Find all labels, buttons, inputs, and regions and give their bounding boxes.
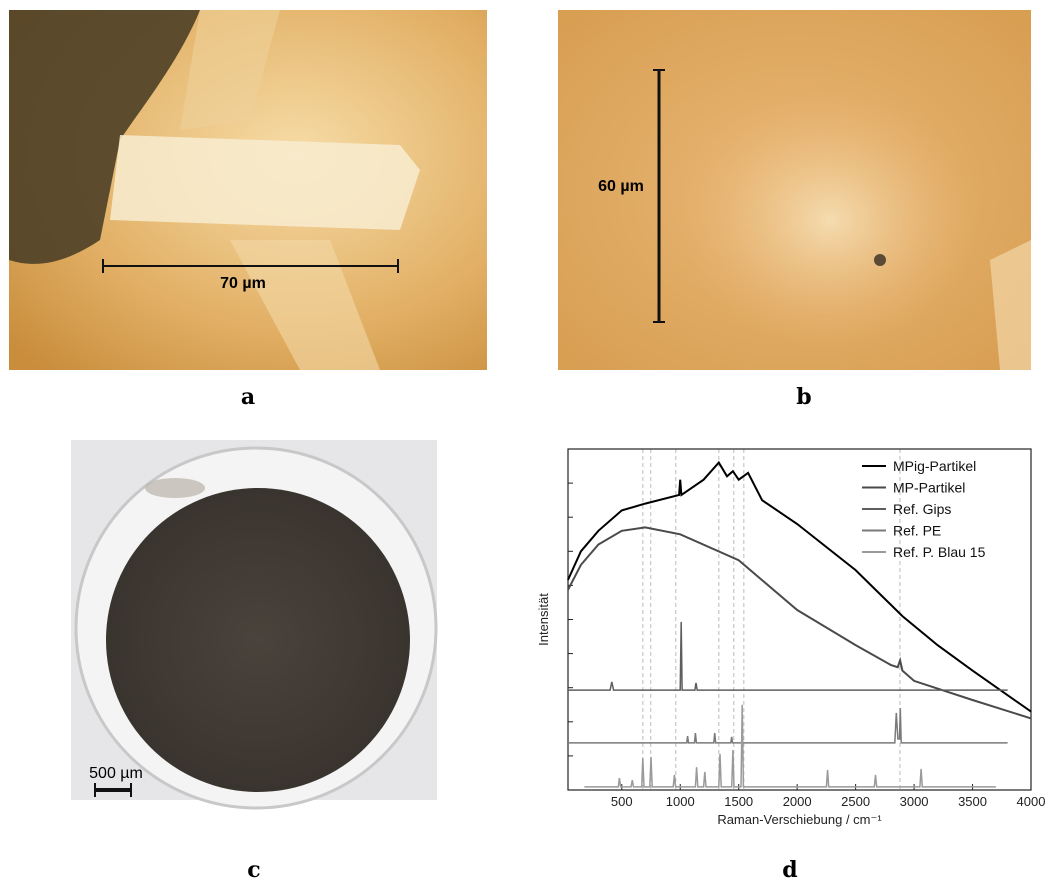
panel-label: d [782, 857, 797, 881]
photo-c [71, 440, 438, 810]
legend-label: Ref. P. Blau 15 [893, 544, 986, 560]
x-tick-label: 3500 [958, 794, 987, 809]
y-axis-label: Intensität [536, 593, 551, 646]
x-tick-label: 1000 [666, 794, 695, 809]
legend-label: MPig-Partikel [893, 458, 976, 474]
series-line [567, 526, 1032, 720]
x-tick-label: 3000 [900, 794, 929, 809]
x-tick-label: 4000 [1017, 794, 1046, 809]
series-line [568, 708, 1008, 744]
x-axis-label: Raman-Verschiebung / cm⁻¹ [717, 812, 882, 827]
legend-label: MP-Partikel [893, 480, 965, 496]
scale-label: 70 µm [220, 275, 266, 292]
scale-label: 60 µm [598, 178, 644, 195]
photo-b [558, 10, 1031, 370]
series-line [567, 460, 1032, 713]
photo-a [9, 10, 487, 370]
panel-label: b [796, 384, 811, 410]
x-tick-label: 1500 [724, 794, 753, 809]
x-tick-label: 2500 [841, 794, 870, 809]
series-line [584, 704, 996, 788]
scale-label: 500 µm [89, 765, 143, 782]
legend-label: Ref. PE [893, 523, 941, 539]
panel-label: a [241, 384, 255, 410]
plot-frame [567, 448, 1032, 791]
series-line [568, 621, 1008, 691]
x-tick-label: 500 [611, 794, 633, 809]
legend-label: Ref. Gips [893, 501, 951, 517]
panel-label: c [247, 857, 260, 881]
raman-chart: 500 1000 1500 2000 2500 3000 3500 4000 Raman-Ver… [536, 448, 1046, 827]
x-tick-label: 2000 [783, 794, 812, 809]
